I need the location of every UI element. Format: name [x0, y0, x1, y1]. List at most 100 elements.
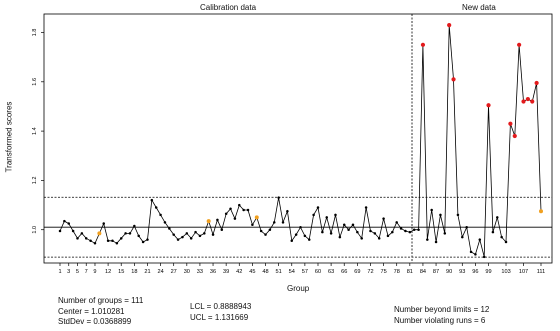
data-point [141, 240, 145, 244]
data-point [150, 198, 154, 202]
data-point [491, 230, 495, 234]
x-tick-label: 36 [210, 269, 216, 275]
x-tick-label: 93 [459, 269, 465, 275]
data-point [163, 221, 167, 224]
data-point [189, 237, 193, 240]
x-tick-label: 7 [85, 269, 88, 275]
data-point [84, 237, 88, 240]
data-point [220, 228, 224, 231]
data-point [58, 229, 62, 233]
section-label-new: New data [462, 3, 496, 12]
stat-ucl: UCL = 1.131669 [190, 312, 249, 322]
data-point [111, 239, 114, 243]
data-point [286, 209, 289, 213]
data-point [97, 231, 102, 236]
data-point [426, 238, 429, 241]
data-point [391, 230, 394, 234]
stats-right: Number beyond limits = 12 Number violati… [394, 305, 489, 326]
data-point [408, 230, 412, 234]
data-point [303, 234, 307, 238]
data-point [382, 217, 385, 220]
x-tick-label: 84 [420, 269, 426, 275]
x-tick-label: 81 [407, 269, 413, 275]
y-tick-label: 1.4 [32, 127, 38, 135]
data-point [482, 255, 486, 259]
data-point [154, 206, 158, 209]
stat-stddev: StdDev = 0.0368899 [58, 317, 132, 326]
data-point [307, 238, 311, 241]
data-point [137, 234, 140, 238]
data-point [146, 238, 149, 241]
y-tick-label: 1.0 [32, 226, 38, 234]
x-tick-label: 30 [184, 269, 190, 275]
data-point [251, 223, 254, 227]
data-point [430, 208, 433, 212]
stat-lcl: LCL = 0.8888943 [190, 302, 252, 311]
data-point [486, 103, 491, 108]
data-point [369, 229, 372, 233]
data-point [434, 240, 438, 244]
x-tick-label: 39 [223, 269, 229, 275]
data-point [176, 238, 180, 241]
data-point [194, 230, 197, 234]
x-tick-label: 54 [289, 269, 295, 275]
stat-violating-runs: Number violating runs = 6 [394, 315, 486, 325]
data-point [342, 223, 346, 227]
data-point [451, 77, 456, 82]
data-point [206, 219, 211, 224]
data-point [539, 209, 543, 214]
plot-frame [43, 13, 553, 264]
data-point [351, 223, 355, 227]
data-point [259, 229, 263, 233]
stats-left: Number of groups = 111 Center = 1.010281… [58, 296, 143, 328]
y-tick-label: 1.6 [32, 78, 38, 86]
x-tick-label: 66 [341, 269, 347, 275]
x-tick-label: 72 [367, 269, 373, 275]
data-point [496, 216, 499, 219]
data-point [399, 227, 403, 230]
data-point [238, 203, 241, 207]
x-tick-label: 33 [197, 269, 203, 275]
data-point [185, 232, 189, 235]
data-point [264, 233, 267, 236]
x-axis-title: Group [287, 284, 310, 293]
data-point [299, 226, 302, 229]
data-point [347, 228, 350, 231]
data-point [203, 232, 206, 235]
x-tick-label: 96 [472, 269, 478, 275]
data-point [474, 253, 477, 256]
x-tick-label: 60 [315, 269, 321, 275]
x-tick-label: 103 [501, 269, 510, 275]
data-point [478, 238, 482, 241]
stat-center: Center = 1.010281 [58, 306, 125, 316]
x-tick-label: 15 [118, 269, 124, 275]
data-point [216, 218, 219, 222]
data-point [168, 227, 171, 230]
data-point [447, 22, 452, 28]
x-tick-label: 24 [157, 269, 163, 275]
data-point [417, 228, 420, 231]
data-point [211, 233, 215, 236]
data-point [312, 213, 315, 217]
x-tick-label: 75 [380, 269, 386, 275]
data-point [439, 213, 442, 217]
data-point [172, 233, 175, 236]
data-point [273, 221, 276, 224]
data-point [504, 240, 508, 244]
data-point [395, 221, 398, 224]
data-point [71, 229, 75, 233]
data-point [469, 250, 473, 254]
x-tick-label: 111 [537, 269, 546, 275]
data-point [290, 239, 294, 243]
data-point [356, 230, 359, 234]
section-label-calibration: Calibration data [200, 3, 257, 12]
data-point [517, 42, 522, 47]
data-point [233, 217, 237, 220]
x-tick-label: 78 [394, 269, 400, 275]
x-tick-label: 9 [93, 269, 96, 275]
data-point [242, 208, 245, 212]
y-tick-label: 1.8 [32, 29, 38, 37]
data-point [364, 206, 368, 209]
x-tick-label: 99 [485, 269, 491, 275]
